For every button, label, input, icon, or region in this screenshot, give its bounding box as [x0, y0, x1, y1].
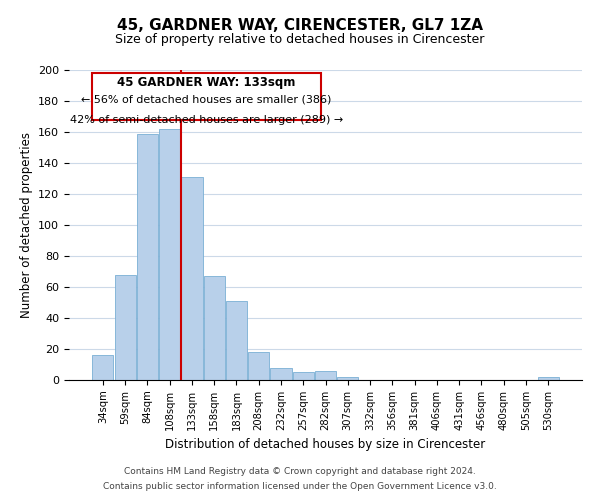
Bar [92, 355, 113, 380]
Text: ← 56% of detached houses are smaller (386): ← 56% of detached houses are smaller (38… [81, 95, 332, 105]
Bar [538, 377, 559, 380]
Bar [115, 274, 136, 380]
Text: 45, GARDNER WAY, CIRENCESTER, GL7 1ZA: 45, GARDNER WAY, CIRENCESTER, GL7 1ZA [117, 18, 483, 32]
Bar [137, 134, 158, 380]
Text: Contains HM Land Registry data © Crown copyright and database right 2024.: Contains HM Land Registry data © Crown c… [124, 467, 476, 476]
Text: 42% of semi-detached houses are larger (289) →: 42% of semi-detached houses are larger (… [70, 115, 343, 125]
Bar [293, 372, 314, 380]
Bar [315, 370, 336, 380]
X-axis label: Distribution of detached houses by size in Cirencester: Distribution of detached houses by size … [166, 438, 485, 452]
Bar [337, 377, 358, 380]
FancyBboxPatch shape [92, 73, 321, 120]
Y-axis label: Number of detached properties: Number of detached properties [20, 132, 32, 318]
Text: 45 GARDNER WAY: 133sqm: 45 GARDNER WAY: 133sqm [117, 76, 296, 89]
Text: Size of property relative to detached houses in Cirencester: Size of property relative to detached ho… [115, 32, 485, 46]
Bar [271, 368, 292, 380]
Bar [203, 276, 225, 380]
Bar [159, 129, 180, 380]
Text: Contains public sector information licensed under the Open Government Licence v3: Contains public sector information licen… [103, 482, 497, 491]
Bar [181, 177, 203, 380]
Bar [226, 301, 247, 380]
Bar [248, 352, 269, 380]
